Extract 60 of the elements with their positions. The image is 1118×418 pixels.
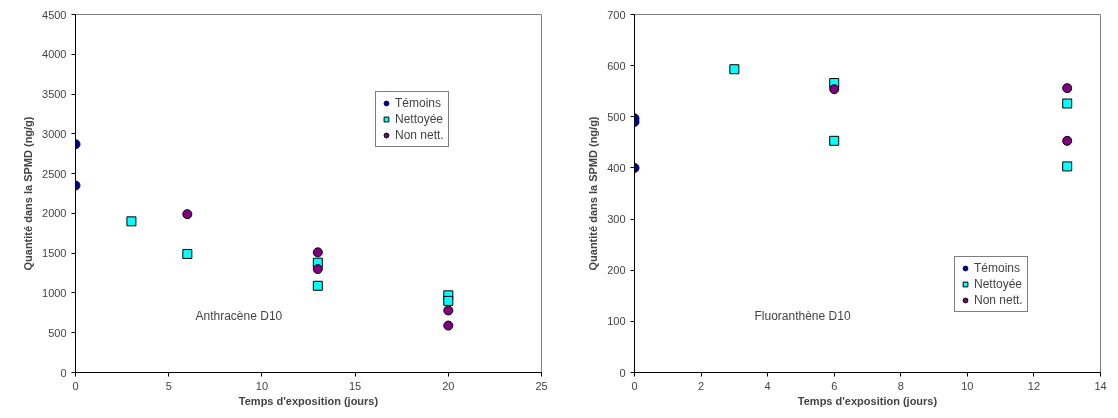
y-tick-label: 700 [607,8,626,21]
point [443,305,454,316]
legend-label: Non nett. [974,293,1023,307]
x-tick-label: 12 [1027,379,1041,392]
x-tick-label: 10 [961,379,974,392]
y-tick-label: 4500 [42,8,67,21]
point [182,248,193,259]
legend-label: Nettoyée [974,277,1023,291]
y-axis-title: Quantité dans la SPMD (ng/g) [587,116,600,271]
x-tick-label: 25 [535,379,548,392]
point [312,280,323,291]
y-tick-label: 200 [607,264,626,277]
legend-label: Témoins [974,261,1021,275]
y-tick-label: 2500 [42,167,67,180]
x-tick-label: 5 [165,379,172,392]
x-tick-label: 20 [442,379,455,392]
x-tick-label: 4 [764,379,771,392]
point [829,84,840,95]
legend-label: Nettoyée [395,112,444,126]
point [1062,83,1073,94]
point [1062,135,1073,146]
x-tick-label: 10 [255,379,269,392]
point [443,320,454,331]
y-tick-label: 500 [48,326,67,339]
point [1062,98,1073,109]
annotation: Fluoranthène D10 [754,308,851,323]
legend-label: Non nett. [395,128,444,142]
y-tick-label: 4000 [42,48,67,61]
point [182,209,193,220]
y-axis-title: Quantité dans la SPMD (ng/g) [22,116,35,271]
point [312,264,323,275]
x-tick-label: 2 [698,379,705,392]
point [443,295,454,306]
y-tick-label: 1000 [42,286,67,299]
point [729,64,740,75]
y-tick-label: 300 [607,213,626,226]
point [312,247,323,258]
legend-label: Témoins [395,96,442,110]
x-tick-label: 0 [72,379,79,392]
x-tick-label: 6 [831,379,838,392]
point [1062,161,1073,172]
x-tick-label: 15 [348,379,362,392]
y-tick-label: 500 [607,110,626,123]
y-tick-label: 0 [619,366,626,379]
y-tick-label: 0 [60,366,67,379]
x-tick-label: 8 [897,379,904,392]
y-tick-label: 3000 [42,127,67,140]
x-tick-label: 0 [631,379,638,392]
y-tick-label: 1500 [42,247,67,260]
x-tick-label: 14 [1094,379,1107,392]
y-tick-label: 100 [607,315,626,328]
point [126,216,137,227]
x-axis-title: Temps d'exposition (jours) [797,394,938,407]
y-tick-label: 600 [607,59,626,72]
point [829,135,840,146]
y-tick-label: 3500 [42,88,67,101]
y-tick-label: 2000 [42,207,67,220]
y-tick-label: 400 [607,161,626,174]
x-axis-title: Temps d'exposition (jours) [238,394,379,407]
annotation: Anthracène D10 [195,308,283,323]
